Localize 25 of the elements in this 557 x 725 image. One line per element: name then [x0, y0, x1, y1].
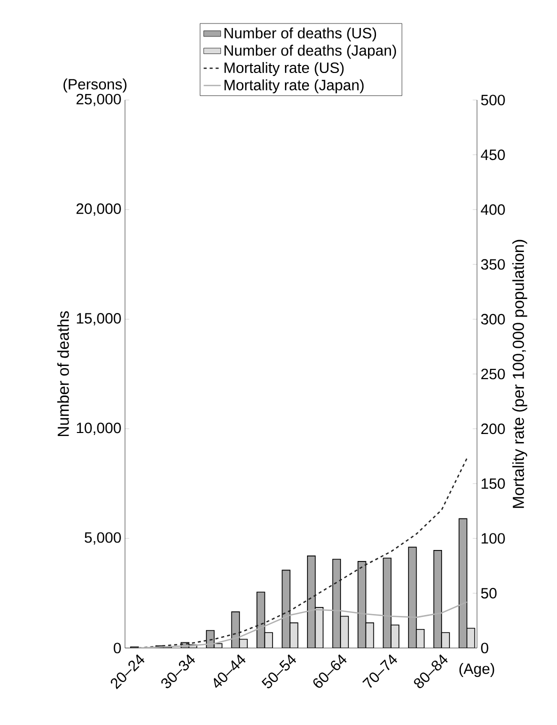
y2-tick-label: 300: [481, 314, 505, 324]
y2-tick-label: 350: [481, 259, 505, 270]
legend-label: Number of deaths (Japan): [224, 44, 396, 59]
y-axis-title: Number of deaths: [57, 311, 69, 436]
legend-label: Mortality rate (US): [224, 62, 344, 76]
x-axis-title: (Age): [459, 663, 494, 677]
y2-tick-label: 500: [481, 94, 505, 106]
y2-axis-title: Mortality rate (per 100,000 population): [512, 240, 528, 508]
y-tick-label: 25,000: [76, 94, 121, 106]
y-tick-label: 15,000: [76, 313, 121, 326]
y-tick-label: 20,000: [76, 203, 121, 216]
y2-tick-label: 250: [481, 368, 505, 380]
y-tick-label: 5,000: [84, 532, 121, 545]
y2-tick-label: 200: [481, 424, 505, 434]
y2-tick-label: 450: [480, 150, 505, 160]
y-tick-label: 0: [114, 642, 121, 654]
y2-tick-label: 0: [481, 642, 488, 654]
y-tick-label: 10,000: [76, 422, 121, 435]
y2-tick-label: 100: [482, 533, 505, 544]
legend-label: Number of deaths (US): [224, 27, 376, 42]
y2-tick-label: 150: [482, 478, 505, 489]
legend-label: Mortality rate (Japan): [224, 79, 364, 94]
text: (Persons): [64, 78, 126, 92]
y2-tick-label: 50: [481, 588, 497, 598]
y2-tick-label: 400: [480, 204, 505, 215]
